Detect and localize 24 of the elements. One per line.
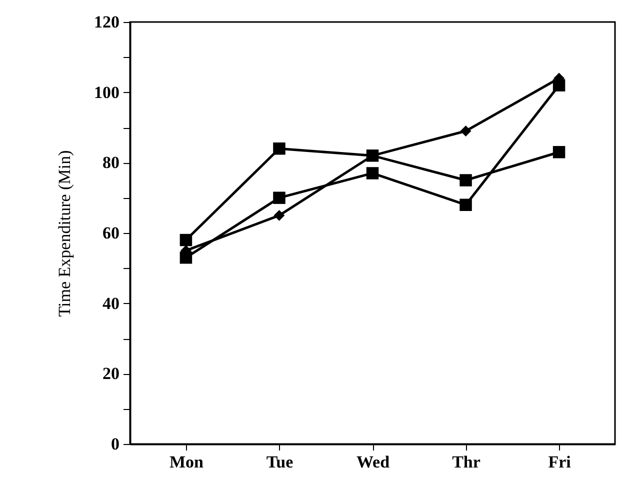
point <box>552 146 566 158</box>
y-tick-label: 0 <box>111 434 120 454</box>
point <box>366 167 379 180</box>
point <box>274 210 285 221</box>
y-tick-label: 40 <box>102 294 120 313</box>
point <box>460 174 472 186</box>
point <box>552 79 566 92</box>
x-tick-label: Mon <box>169 452 204 472</box>
y-tick-label: 120 <box>94 12 120 32</box>
y-tick-label: 80 <box>102 153 120 172</box>
point <box>273 142 286 155</box>
x-tick-label: Wed <box>356 452 390 472</box>
y-axis-title: Time Expenditure (Min) <box>55 150 74 317</box>
y-tick-label: 20 <box>102 364 120 384</box>
point <box>460 198 472 211</box>
x-tick-label: Tue <box>266 452 294 472</box>
y-tick-label: 60 <box>102 224 120 242</box>
y-tick-label: 100 <box>94 82 120 102</box>
point <box>180 234 192 246</box>
point <box>273 192 286 204</box>
point <box>180 251 192 264</box>
x-tick-label: Thr <box>452 452 481 472</box>
point <box>460 126 472 136</box>
x-tick-label: Fri <box>548 452 572 472</box>
